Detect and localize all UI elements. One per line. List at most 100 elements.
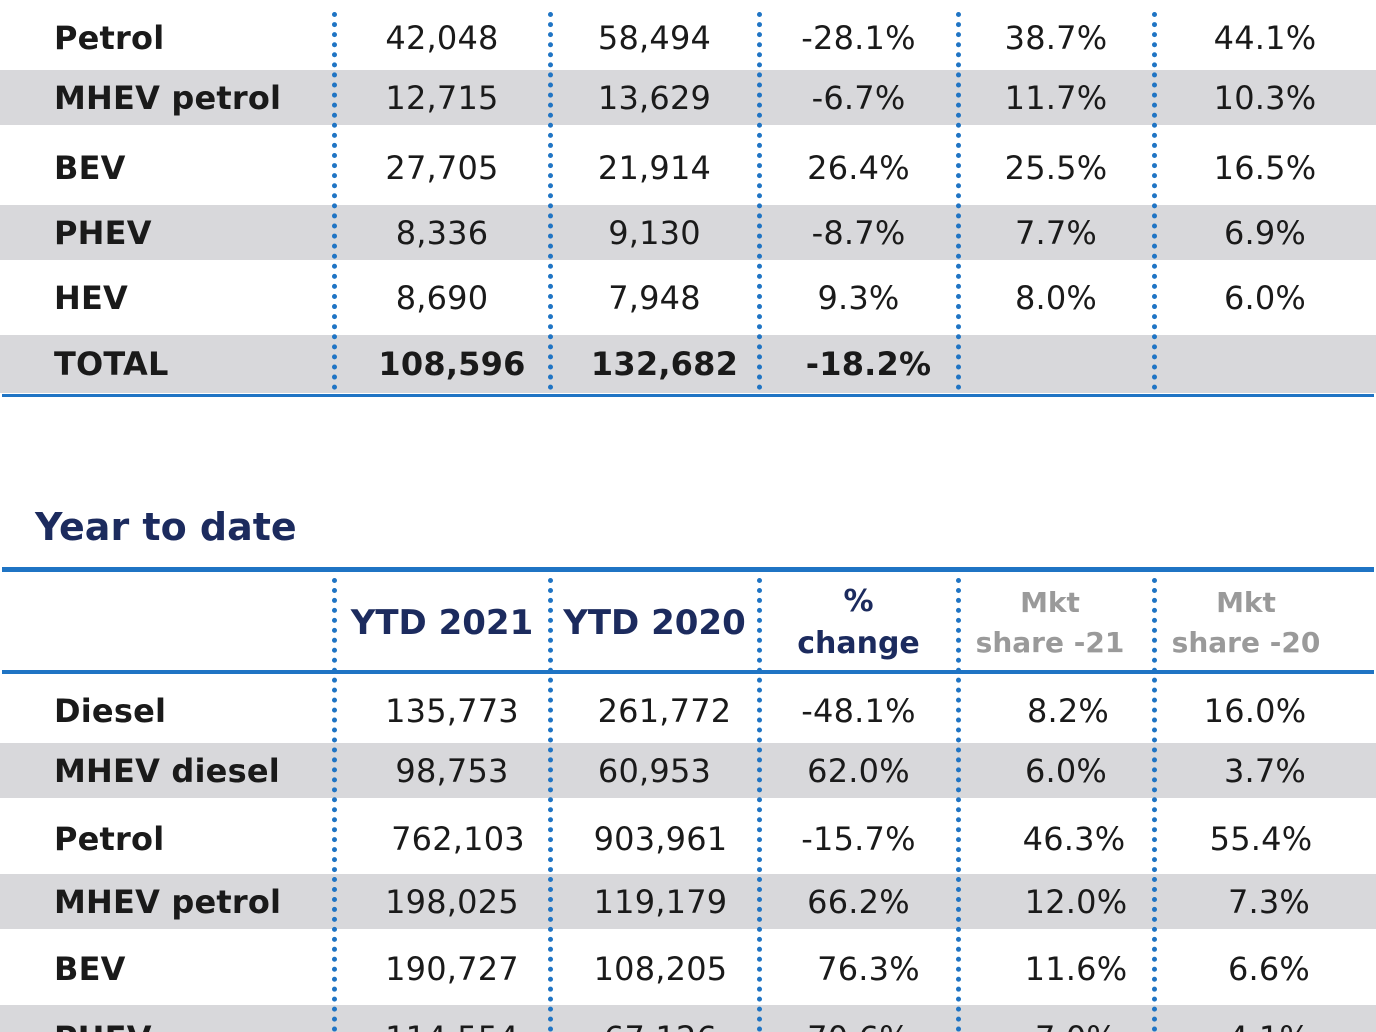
cell-value: 7,948 (608, 278, 701, 317)
cell-value: 46.3% (1022, 820, 1126, 858)
cell-value: 6.0% (1223, 278, 1307, 317)
cell-value: 11.6% (1024, 950, 1128, 988)
header-label: YTD 2020 (563, 602, 746, 643)
column-divider (332, 578, 337, 1032)
row-label: BEV (54, 148, 126, 187)
cell-value: 7.0% (980, 1009, 1172, 1032)
cell-value: 62.0% (807, 751, 910, 790)
cell-value: 25.5% (1004, 148, 1108, 187)
cell-value: 190,727 (385, 950, 519, 988)
cell-value: -8.7% (811, 213, 906, 252)
cell-value (1156, 335, 1374, 393)
cell-value: 58,494 (597, 18, 712, 57)
column-header-mkt-share-21: Mkt share -21 (960, 575, 1140, 670)
header-label: YTD 2021 (350, 602, 534, 643)
column-header-pct-change: % change (761, 575, 956, 670)
cell-value: -6.7% (811, 78, 906, 117)
table-row: Petrol 42,048 58,494 -28.1% 38.7% 44.1% (0, 5, 1376, 70)
cell-value: 70.6% (761, 1009, 956, 1032)
cell-value: 42,048 (385, 18, 499, 57)
cell-value: 13,629 (597, 78, 712, 117)
cell-value: 44.1% (1213, 18, 1317, 57)
cell-value: 8.0% (1014, 278, 1098, 317)
row-label: Petrol (54, 820, 165, 858)
cell-value: 4.1% (1160, 1009, 1376, 1032)
cell-value: 76.3% (817, 950, 920, 988)
cell-value: 38.7% (1004, 18, 1108, 57)
header-label: share -21 (975, 625, 1125, 659)
cell-value: 26.4% (807, 148, 910, 187)
table-row: MHEV petrol 198,025 119,179 66.2% 12.0% … (0, 874, 1376, 929)
header-label: change (797, 625, 920, 661)
cell-value: 8,336 (395, 213, 489, 252)
table-row: PHEV 8,336 9,130 -8.7% 7.7% 6.9% (0, 205, 1376, 260)
cell-value: -48.1% (801, 692, 916, 730)
cell-value: 16.0% (1203, 692, 1307, 730)
table-row: BEV 190,727 108,205 76.3% 11.6% 6.6% (0, 938, 1376, 1000)
cell-value: 16.5% (1213, 148, 1317, 187)
cell-value: 119,179 (593, 882, 728, 921)
cell-value: 132,682 (590, 345, 739, 383)
cell-value: 9,130 (608, 213, 701, 252)
cell-value: 903,961 (593, 820, 728, 858)
header-label: share -20 (1171, 625, 1321, 659)
row-label: TOTAL (54, 345, 169, 383)
header-bottom-rule (2, 670, 1374, 674)
column-divider (956, 12, 961, 390)
cell-value: 12.0% (1024, 882, 1128, 921)
cell-value: -18.2% (805, 345, 932, 383)
cell-value: 67,126 (558, 1009, 763, 1032)
table-row: HEV 8,690 7,948 9.3% 8.0% 6.0% (0, 265, 1376, 330)
cell-value: 6.9% (1223, 213, 1307, 252)
table-row: Petrol 762,103 903,961 -15.7% 46.3% 55.4… (0, 808, 1376, 870)
column-divider (1152, 578, 1157, 1032)
column-divider (757, 12, 762, 390)
cell-value: 762,103 (391, 820, 525, 858)
cell-value: 6.6% (1227, 950, 1311, 988)
row-label: MHEV diesel (54, 751, 280, 790)
cell-value: 3.7% (1223, 751, 1307, 790)
row-label: PHEV (54, 213, 152, 252)
cell-value: 66.2% (807, 882, 910, 921)
table-row: MHEV petrol 12,715 13,629 -6.7% 11.7% 10… (0, 70, 1376, 125)
cell-value: 108,205 (593, 950, 728, 988)
section-title: Year to date (35, 505, 297, 549)
column-divider (332, 12, 337, 390)
cell-value: 11.7% (1004, 78, 1108, 117)
header-label: Mkt (1216, 585, 1276, 619)
cell-value: 135,773 (385, 692, 519, 730)
header-label: % (843, 583, 874, 619)
row-label: Petrol (54, 18, 165, 57)
table-bottom-rule (2, 394, 1374, 397)
row-label: MHEV petrol (54, 882, 282, 921)
cell-value: 8.2% (1026, 692, 1110, 730)
cell-value: 21,914 (597, 148, 712, 187)
cell-value: 98,753 (395, 751, 509, 790)
column-header-ytd-2021: YTD 2021 (336, 575, 548, 670)
row-label: MHEV petrol (54, 78, 282, 117)
table-row: Diesel 135,773 261,772 -48.1% 8.2% 16.0% (0, 680, 1376, 742)
column-header-ytd-2020: YTD 2020 (552, 575, 757, 670)
cell-value: 12,715 (385, 78, 499, 117)
row-label: HEV (54, 278, 129, 317)
table-top-rule (2, 567, 1374, 572)
row-label: BEV (54, 950, 126, 988)
table-row: PHEV 114,554 67,126 70.6% 7.0% 4.1% (0, 1005, 1376, 1032)
cell-value: 108,596 (378, 345, 526, 383)
cell-value: 261,772 (597, 692, 732, 730)
cell-value: 9.3% (817, 278, 900, 317)
cell-value: 7.7% (1014, 213, 1098, 252)
column-divider (757, 578, 762, 1032)
cell-value (960, 335, 1152, 393)
cell-value: -15.7% (801, 820, 916, 858)
cell-value: 198,025 (385, 882, 519, 921)
row-label: PHEV (54, 1009, 152, 1032)
cell-value: 6.0% (1024, 751, 1108, 790)
table-row-total: TOTAL 108,596 132,682 -18.2% (0, 335, 1376, 393)
row-label: Diesel (54, 692, 167, 730)
cell-value: 7.3% (1227, 882, 1311, 921)
column-header-mkt-share-20: Mkt share -20 (1156, 575, 1336, 670)
cell-value: 8,690 (395, 278, 489, 317)
cell-value: 60,953 (597, 751, 712, 790)
column-divider (548, 12, 553, 390)
